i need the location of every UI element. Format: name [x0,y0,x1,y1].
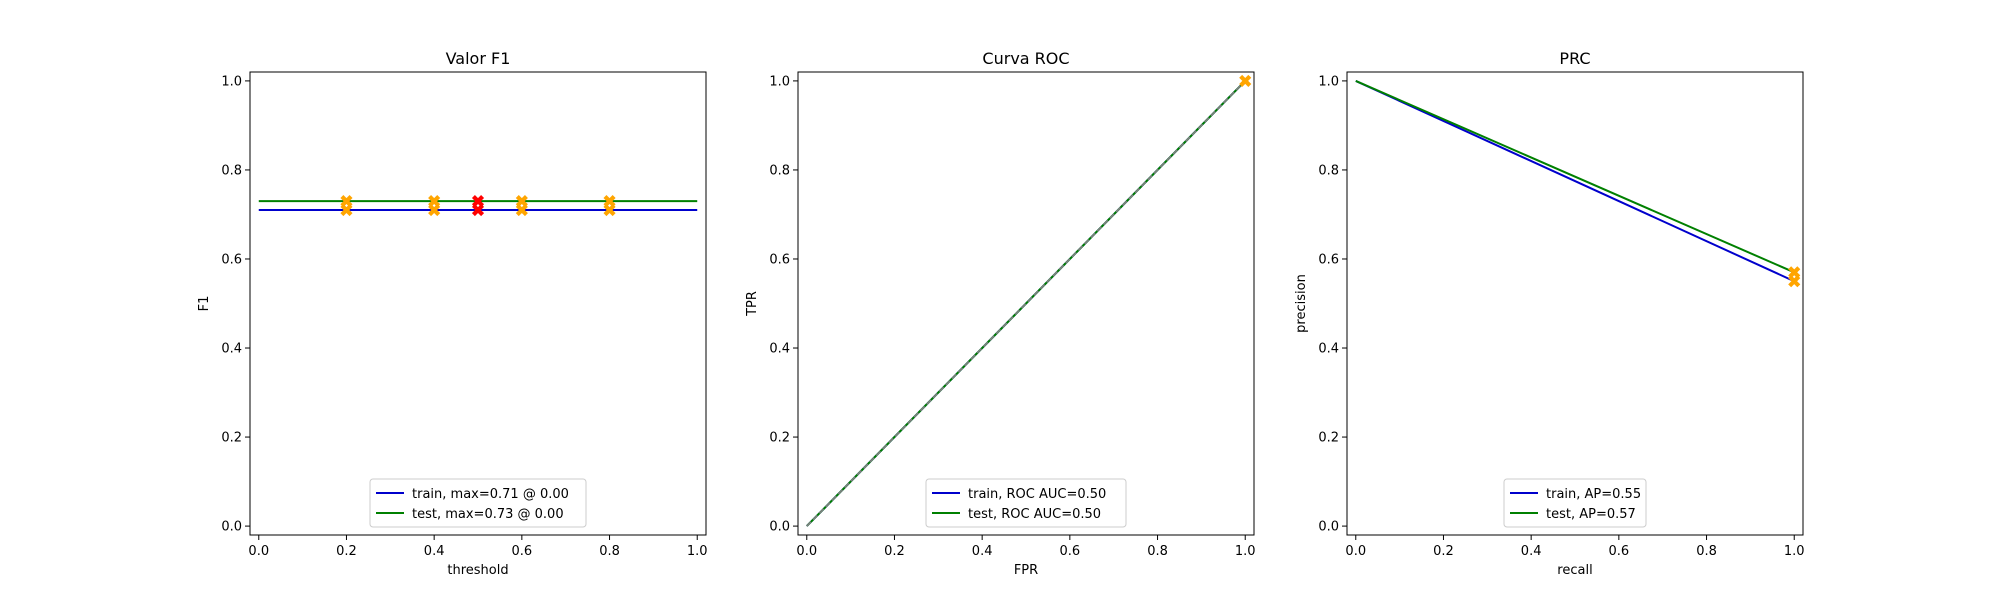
y-tick-label: 1.0 [769,74,790,89]
y-tick-label: 0.8 [1318,163,1339,178]
threshold-marker [603,195,616,208]
x-tick-label: 0.0 [1345,544,1366,559]
chart-title: Valor F1 [446,49,511,68]
plot-area [1355,79,1795,283]
y-axis-label: F1 [197,296,212,312]
threshold-marker [1788,266,1801,279]
y-tick-label: 0.6 [769,252,790,267]
series-line-train [1355,79,1795,283]
y-tick-label: 0.4 [1318,342,1339,357]
series-line-test [1355,79,1795,274]
legend-label: test, AP=0.57 [1546,507,1636,522]
legend-box [925,478,1127,528]
x-tick-label: 1.0 [687,544,708,559]
legend-label: train, ROC AUC=0.50 [968,487,1106,502]
x-tick-label: 0.6 [1609,544,1630,559]
x-tick-label: 0.8 [1147,544,1168,559]
chart-title: PRC [1559,49,1590,68]
y-tick-label: 0.8 [221,163,242,178]
x-tick-label: 0.6 [1060,544,1081,559]
x-tick-label: 0.8 [1696,544,1717,559]
y-axis-label: precision [1294,274,1309,333]
axes-frame [797,71,1255,536]
y-axis-label: TPR [745,291,760,317]
legend-box [369,478,587,528]
x-axis-label: FPR [1014,563,1038,578]
x-axis-label: recall [1557,563,1592,578]
y-tick-label: 0.2 [221,431,242,446]
plot-area [806,80,1246,527]
x-tick-label: 1.0 [1784,544,1805,559]
legend-box [1503,478,1647,528]
reference-diagonal-line [806,80,1246,527]
legend-label: test, ROC AUC=0.50 [968,507,1101,522]
threshold-marker [515,203,528,217]
y-tick-label: 0.4 [221,342,242,357]
y-tick-label: 0.8 [769,163,790,178]
x-tick-label: 0.0 [796,544,817,559]
y-tick-label: 1.0 [221,74,242,89]
legend: train, max=0.71 @ 0.00 test, max=0.73 @ 0… [369,478,587,528]
chart-panel-1: Valor F1 0.0 0.2 0.4 0.6 0.8 1.0 0.0 0.2 0.4 0.6 0.… [197,49,708,578]
x-tick-label: 1.0 [1235,544,1256,559]
x-tick-label: 0.2 [1433,544,1454,559]
legend-label: train, AP=0.55 [1546,487,1641,502]
x-tick-label: 0.2 [336,544,357,559]
x-tick-label: 0.8 [599,544,620,559]
axes-frame [249,71,707,536]
chart-panel-3: PRC 0.0 0.2 0.4 0.6 0.8 1.0 0.0 0.2 0.4 0.6 0.8 1.0 r… [1294,49,1805,578]
legend-label: test, max=0.73 @ 0.00 [412,507,564,522]
legend: train, AP=0.55 test, AP=0.57 [1503,478,1647,528]
chart-panel-2: Curva ROC 0.0 0.2 0.4 0.6 0.8 1.0 0.0 0.2 0.4 0.6 0… [745,49,1256,578]
x-tick-label: 0.4 [972,544,993,559]
y-tick-label: 0.6 [1318,252,1339,267]
threshold-marker [428,203,441,217]
threshold-marker [1788,275,1801,288]
x-tick-label: 0.6 [512,544,533,559]
threshold-marker [340,195,353,208]
threshold-marker [1239,74,1252,87]
y-tick-label: 0.0 [221,520,242,535]
threshold-marker [603,203,616,217]
y-tick-label: 0.0 [769,520,790,535]
y-tick-label: 1.0 [1318,74,1339,89]
threshold-marker [515,195,528,208]
x-tick-label: 0.2 [884,544,905,559]
y-tick-label: 0.6 [221,252,242,267]
y-tick-label: 0.4 [769,342,790,357]
y-tick-label: 0.2 [1318,431,1339,446]
y-tick-label: 0.2 [769,431,790,446]
threshold-marker [340,203,353,217]
chart-title: Curva ROC [982,49,1069,68]
x-axis-label: threshold [447,563,508,578]
legend: train, ROC AUC=0.50 test, ROC AUC=0.50 [925,478,1127,528]
threshold-marker [471,195,485,208]
legend-label: train, max=0.71 @ 0.00 [412,487,569,502]
threshold-marker [471,203,485,217]
y-tick-label: 0.0 [1318,520,1339,535]
x-tick-label: 0.4 [1521,544,1542,559]
x-tick-label: 0.0 [248,544,269,559]
axes-frame [1346,71,1804,536]
x-tick-label: 0.4 [424,544,445,559]
threshold-marker [428,195,441,208]
